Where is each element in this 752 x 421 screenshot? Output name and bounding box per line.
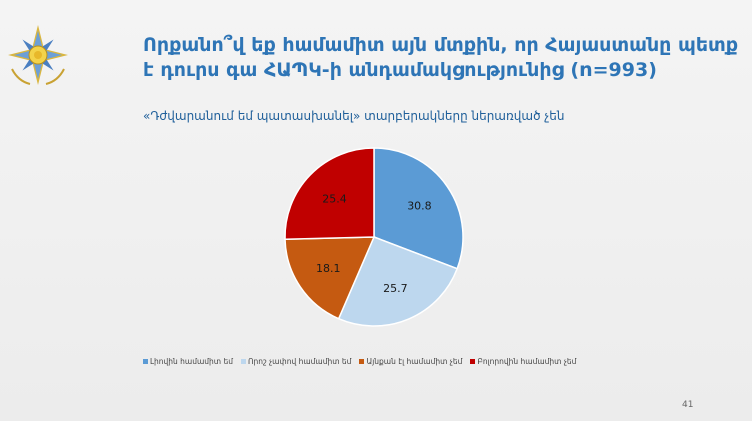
- slide-subtitle: «Դժվարանում եմ պատասխանել» տարբերակները …: [143, 109, 565, 123]
- page-number: 41: [682, 400, 694, 410]
- legend-item-3: Բոլորովին համամիտ չեմ: [470, 357, 576, 366]
- legend-label: Բոլորովին համամիտ չեմ: [477, 357, 577, 366]
- pie-slice-3: [284, 147, 375, 241]
- legend-label: Լիովին համամիտ եմ: [150, 357, 233, 366]
- chart-legend: Լիովին համամիտ եմ Որոշ չափով համամիտ եմ Այ…: [143, 357, 576, 366]
- legend-item-0: Լիովին համամիտ եմ: [143, 357, 233, 366]
- legend-item-2: Այնքան էլ համամիտ չեմ: [359, 357, 462, 366]
- legend-swatch: [240, 359, 246, 364]
- legend-label: Այնքան էլ համամիտ չեմ: [366, 357, 463, 366]
- pie-slice-2: [284, 236, 376, 320]
- pie-slice-1: [337, 236, 459, 327]
- pie-data-label-1: 25.7: [383, 282, 408, 295]
- pie-data-label-0: 30.8: [407, 200, 432, 213]
- legend-swatch: [359, 359, 365, 364]
- slide-title: Որքանո՞վ եք համամիտ այն մտքին, որ Հայաստ…: [143, 34, 739, 81]
- pie-chart: 30.8 25.7 18.1 25.4: [284, 147, 464, 327]
- legend-swatch: [143, 359, 148, 364]
- pie-data-label-3: 25.4: [322, 192, 347, 205]
- legend-swatch: [470, 359, 476, 364]
- pie-slice-0: [373, 147, 464, 270]
- pie-data-label-2: 18.1: [316, 262, 341, 275]
- legend-item-1: Որոշ չափով համամիտ եմ: [240, 357, 352, 366]
- csto-emblem-icon: [8, 25, 68, 85]
- legend-label: Որոշ չափով համամիտ եմ: [247, 357, 352, 366]
